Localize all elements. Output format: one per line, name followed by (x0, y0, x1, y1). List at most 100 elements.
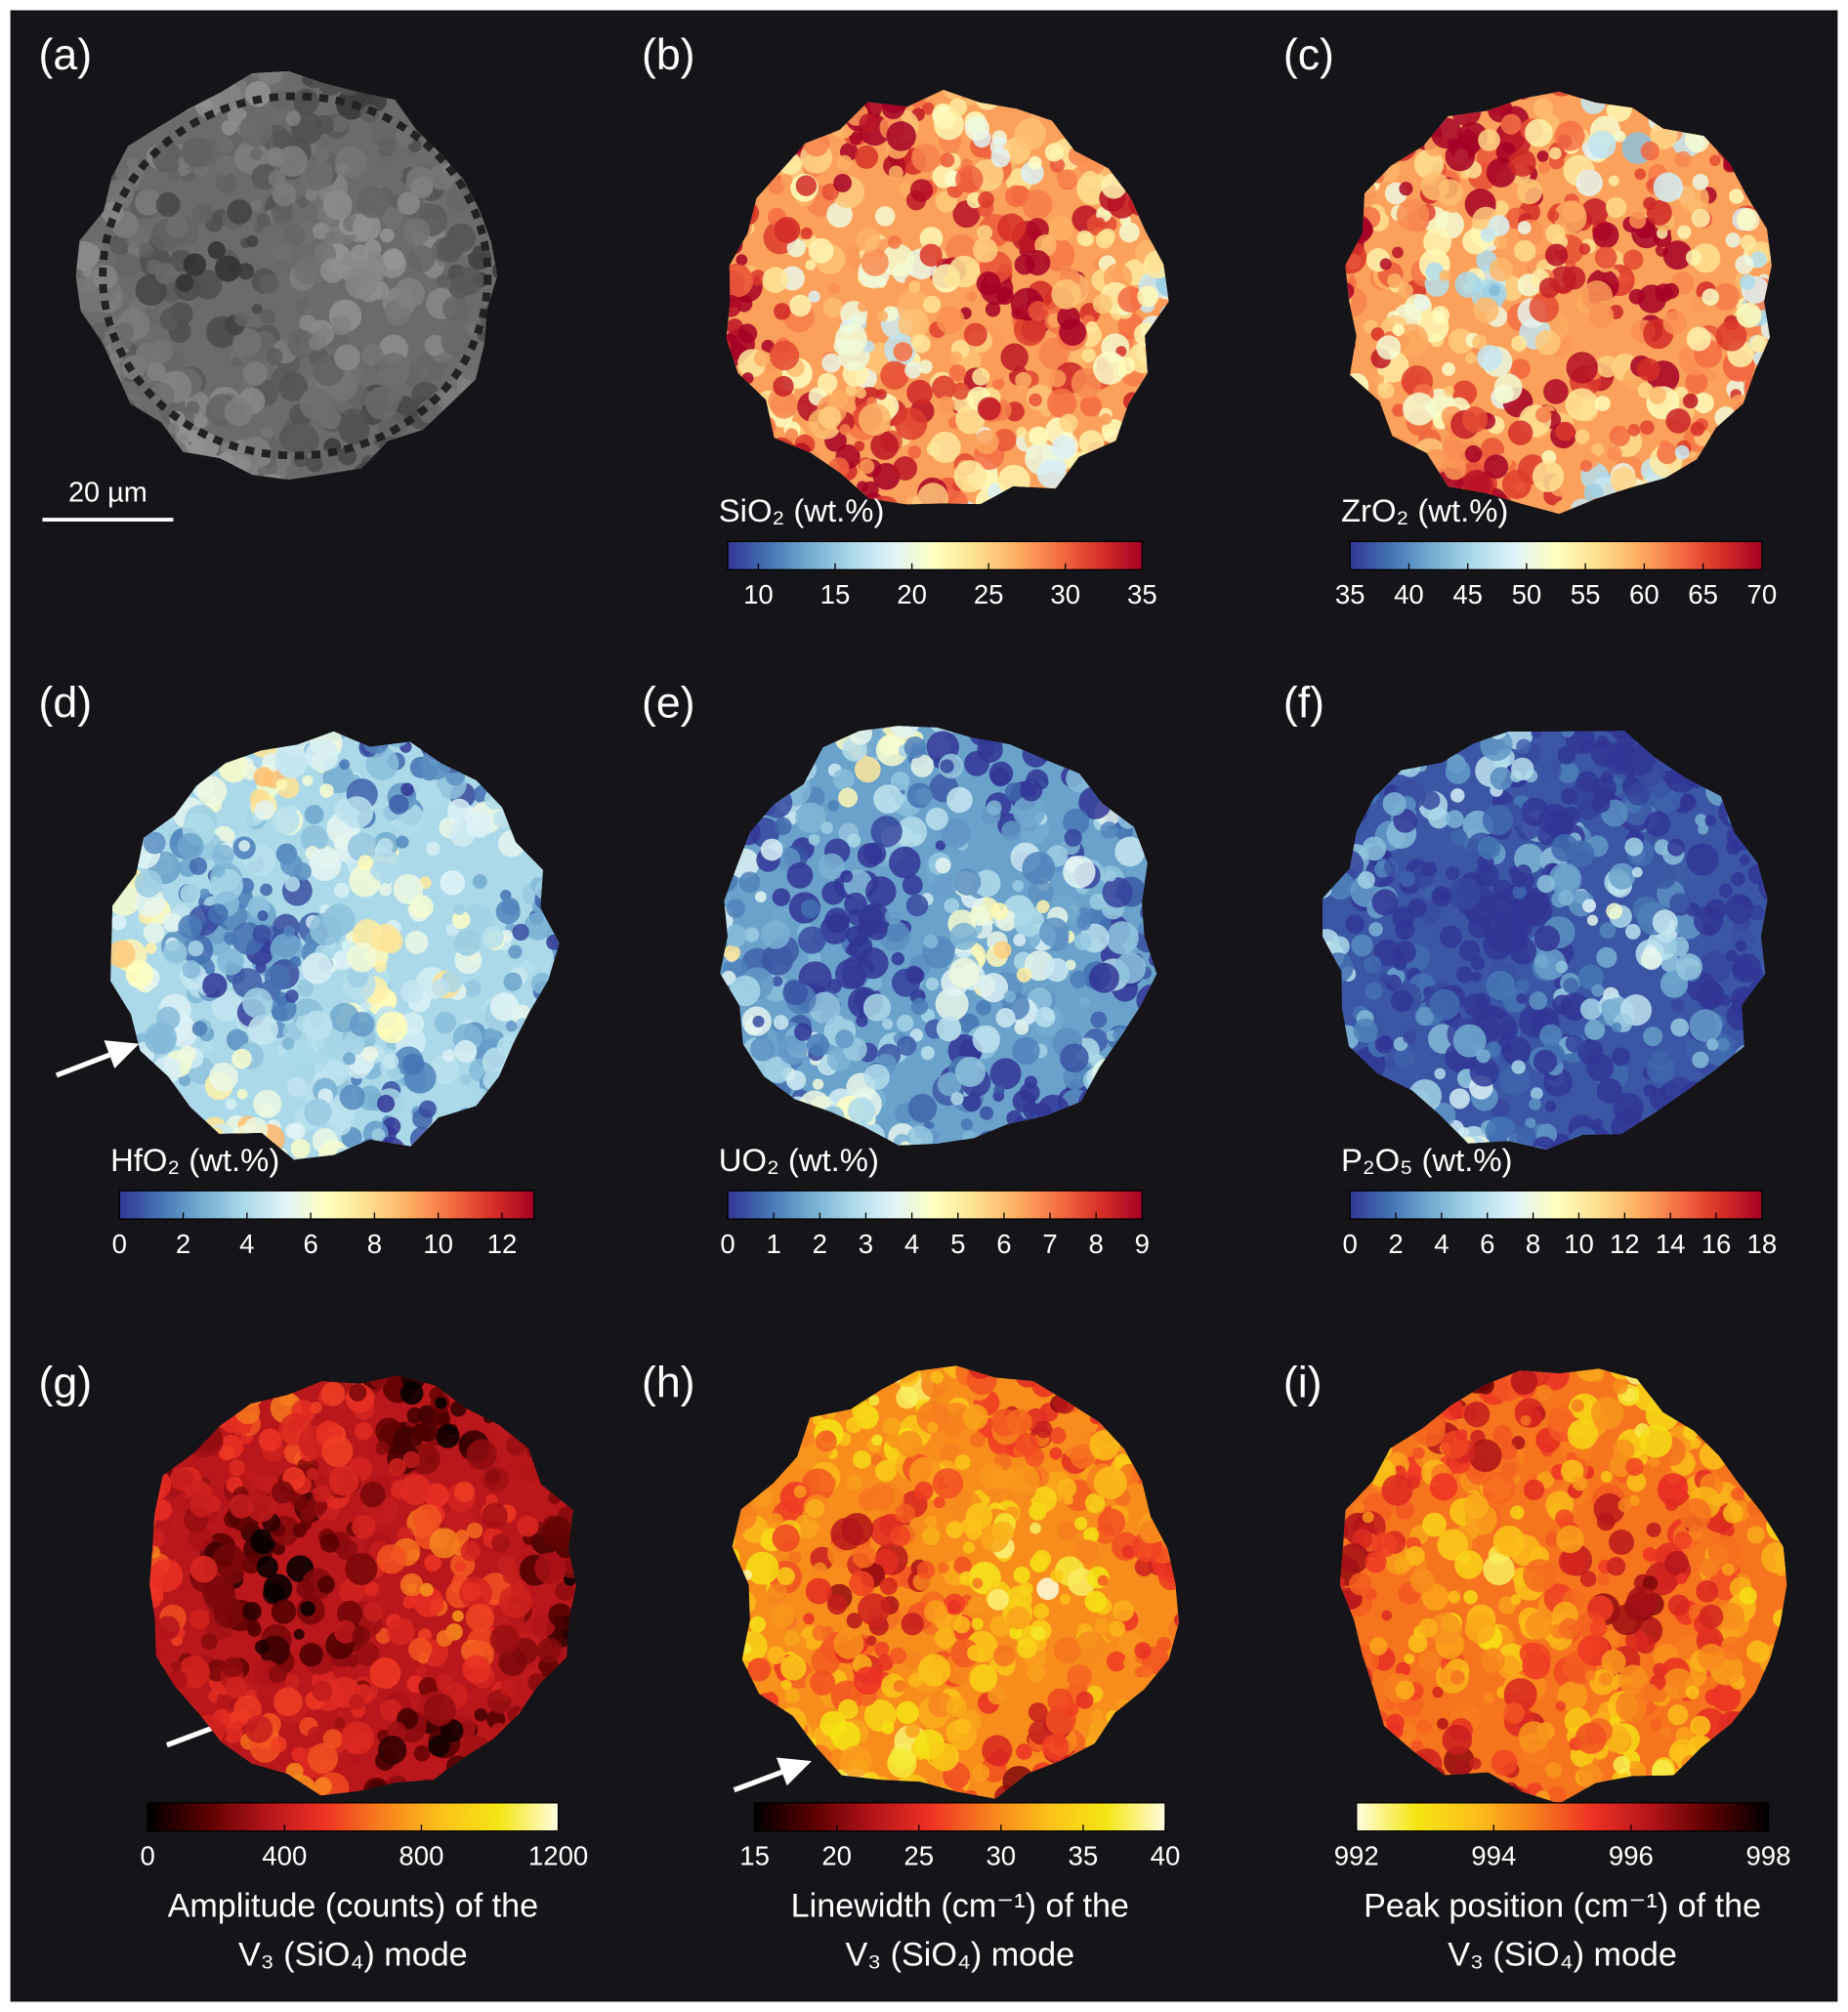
map-texture (1403, 392, 1436, 426)
map-texture (446, 187, 472, 212)
map-texture (894, 792, 906, 806)
map-texture (276, 146, 308, 177)
map-texture (472, 874, 487, 890)
map-texture (1471, 971, 1483, 983)
map-texture (221, 119, 237, 136)
map-texture (1735, 255, 1754, 274)
map-texture (1421, 861, 1438, 877)
map-texture (1452, 1024, 1487, 1058)
map-texture (1458, 940, 1481, 961)
map-texture (426, 841, 441, 857)
map-texture (387, 1617, 415, 1646)
map-texture (409, 895, 434, 919)
map-texture (1472, 334, 1488, 350)
map-texture (1692, 1051, 1709, 1069)
map-texture (271, 203, 294, 226)
map-texture (352, 213, 381, 242)
map-texture (1533, 98, 1554, 119)
map-texture (1592, 222, 1619, 249)
map-texture (234, 312, 249, 327)
map-texture (154, 262, 178, 285)
map-texture (1517, 221, 1532, 235)
map-texture (306, 455, 323, 473)
map-texture (914, 787, 933, 806)
map-texture (1549, 147, 1562, 160)
map-texture (887, 234, 902, 249)
map-texture (217, 948, 244, 976)
map-texture (1345, 287, 1367, 317)
map-texture (149, 1527, 165, 1549)
map-texture (1566, 352, 1598, 384)
map-texture (896, 1014, 914, 1032)
map-texture (976, 272, 1001, 296)
map-texture (286, 804, 297, 816)
map-texture (818, 405, 842, 430)
map-texture (870, 816, 903, 848)
map-texture (972, 367, 990, 386)
map-texture (284, 1674, 300, 1690)
map-texture (856, 228, 881, 253)
map-texture (1716, 1037, 1731, 1052)
colorbar-tick-label: 25 (974, 579, 1004, 609)
map-texture (904, 361, 922, 379)
map-texture (919, 243, 943, 267)
panel-label: (b) (642, 31, 695, 79)
map-texture (1749, 968, 1764, 983)
map-texture (191, 1021, 208, 1037)
map-texture (92, 265, 118, 290)
map-texture (1652, 1049, 1670, 1067)
map-texture (977, 736, 1003, 763)
map-texture (789, 294, 812, 317)
map-texture (227, 199, 253, 225)
map-texture (281, 1037, 295, 1050)
map-texture (1090, 1011, 1108, 1028)
map-texture (461, 903, 494, 936)
map-texture (241, 1555, 261, 1574)
map-texture (512, 923, 529, 942)
map-texture (304, 1098, 332, 1127)
colorbar-tick-label: 45 (1452, 579, 1483, 609)
panel-label: (c) (1283, 31, 1334, 79)
map-texture (1399, 182, 1413, 196)
map-texture (784, 428, 799, 441)
map-texture (964, 115, 990, 142)
map-texture (1532, 460, 1565, 492)
colorbar-tick-label: 10 (423, 1229, 453, 1259)
map-texture (148, 382, 175, 409)
map-texture (905, 1125, 934, 1146)
map-texture (925, 807, 948, 831)
map-texture (833, 174, 853, 192)
map-texture (186, 400, 200, 415)
map-texture (1028, 301, 1049, 321)
map-texture (148, 339, 174, 363)
map-texture (296, 195, 310, 209)
map-texture (932, 375, 956, 400)
map-texture (1607, 445, 1622, 461)
colorbar-tick-label: 4 (1434, 1229, 1449, 1259)
map-texture (247, 1014, 278, 1045)
map-texture (1594, 396, 1611, 412)
map-texture (1674, 444, 1690, 460)
map-texture (424, 334, 445, 356)
map-texture (979, 973, 1009, 1003)
map-texture (1601, 771, 1614, 783)
map-texture (1443, 457, 1467, 481)
map-texture (834, 322, 867, 356)
colorbar-tick-label: 15 (820, 579, 851, 609)
map-texture (800, 899, 820, 919)
map-texture (966, 291, 978, 302)
map-texture (1392, 246, 1404, 259)
map-texture (1413, 294, 1431, 312)
map-texture (894, 407, 928, 440)
map-texture (1563, 978, 1579, 994)
map-texture (1345, 253, 1362, 270)
map-texture (1653, 172, 1684, 202)
map-texture (995, 1008, 1016, 1028)
map-texture (244, 80, 272, 107)
map-texture (1555, 421, 1575, 441)
map-texture (351, 244, 369, 263)
map-texture (318, 326, 332, 340)
map-texture (1668, 936, 1690, 957)
map-texture (189, 1609, 210, 1630)
map-texture (451, 910, 471, 930)
